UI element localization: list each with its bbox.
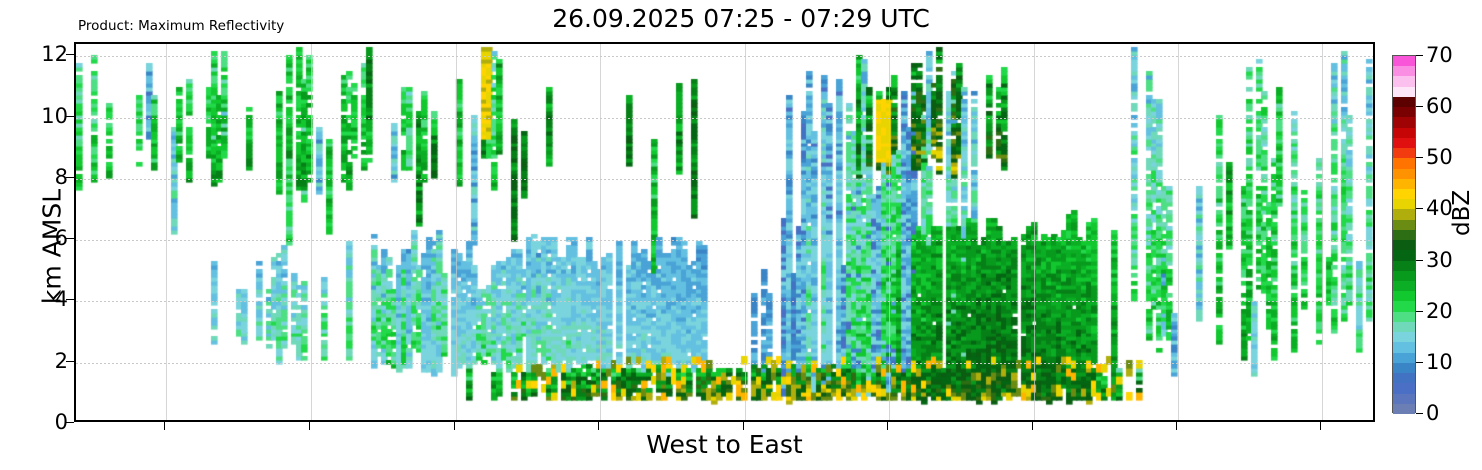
colorbar-segment xyxy=(1393,137,1415,149)
product-label: Product: Maximum Reflectivity xyxy=(78,18,285,34)
colorbar-tick-mark xyxy=(1416,106,1423,108)
colorbar-segment xyxy=(1393,127,1415,138)
x-axis-tick-mark xyxy=(742,422,744,430)
colorbar-tick-label: 60 xyxy=(1426,94,1453,119)
y-axis-tick-label: 2 xyxy=(54,348,68,373)
plot-area xyxy=(74,42,1375,422)
x-axis-tick-mark xyxy=(1320,422,1322,430)
colorbar-title: dBZ xyxy=(1449,189,1475,236)
colorbar-segment xyxy=(1393,250,1415,261)
x-axis-tick-mark xyxy=(309,422,311,430)
colorbar xyxy=(1392,55,1416,414)
y-axis-tick-mark xyxy=(66,422,74,423)
colorbar-segment xyxy=(1393,362,1415,374)
colorbar-segment xyxy=(1393,199,1415,210)
y-axis-tick-mark xyxy=(66,299,74,301)
colorbar-segment xyxy=(1393,66,1415,77)
colorbar-segment xyxy=(1393,148,1415,159)
colorbar-tick-label: 50 xyxy=(1426,145,1453,170)
colorbar-segment xyxy=(1393,117,1415,128)
colorbar-segment xyxy=(1393,352,1415,363)
colorbar-segment xyxy=(1393,291,1415,302)
colorbar-segment xyxy=(1393,301,1415,312)
colorbar-segment xyxy=(1393,311,1415,322)
y-axis-tick-mark xyxy=(66,360,74,362)
colorbar-segment xyxy=(1393,107,1415,118)
colorbar-tick-mark xyxy=(1416,157,1423,159)
colorbar-segment xyxy=(1393,178,1415,189)
colorbar-segment xyxy=(1393,219,1415,230)
colorbar-tick-mark xyxy=(1416,413,1423,414)
colorbar-segment xyxy=(1393,321,1415,333)
y-axis-tick-mark xyxy=(66,115,74,117)
colorbar-tick-label: 20 xyxy=(1426,298,1453,323)
x-axis-tick-mark xyxy=(1031,422,1033,430)
colorbar-tick-label: 40 xyxy=(1426,196,1453,221)
x-axis-tick-mark xyxy=(598,422,600,430)
colorbar-segment xyxy=(1393,281,1415,292)
colorbar-tick-label: 70 xyxy=(1426,43,1453,67)
colorbar-tick-mark xyxy=(1416,361,1423,363)
colorbar-segment xyxy=(1393,188,1415,200)
colorbar-tick-label: 30 xyxy=(1426,247,1453,272)
colorbar-tick-label: 10 xyxy=(1426,349,1453,374)
colorbar-tick-mark xyxy=(1416,259,1423,261)
colorbar-segment xyxy=(1393,383,1415,394)
colorbar-segment xyxy=(1393,240,1415,251)
colorbar-segment xyxy=(1393,393,1415,404)
colorbar-segment xyxy=(1393,229,1415,241)
y-axis-tick-label: 8 xyxy=(54,164,68,189)
y-axis-tick-label: 0 xyxy=(54,410,68,434)
colorbar-tick-mark xyxy=(1416,55,1423,56)
colorbar-segment xyxy=(1393,342,1415,353)
colorbar-segment xyxy=(1393,168,1415,179)
y-axis-tick-label: 10 xyxy=(41,103,68,128)
colorbar-tick-mark xyxy=(1416,310,1423,312)
colorbar-segment xyxy=(1393,270,1415,282)
colorbar-segment xyxy=(1393,373,1415,384)
colorbar-segment xyxy=(1393,86,1415,97)
y-axis-tick-mark xyxy=(66,54,74,56)
y-axis-tick-label: 4 xyxy=(54,287,68,312)
colorbar-tick-mark xyxy=(1416,208,1423,210)
x-axis-tick-mark xyxy=(163,422,165,430)
colorbar-tick-label: 0 xyxy=(1426,401,1440,425)
x-axis-tick-mark xyxy=(887,422,889,430)
colorbar-segment xyxy=(1393,96,1415,108)
colorbar-gradient xyxy=(1392,55,1416,414)
y-axis-tick-label: 6 xyxy=(54,226,68,251)
colorbar-segment xyxy=(1393,403,1415,414)
figure-title: 26.09.2025 07:25 - 07:29 UTC xyxy=(552,4,930,33)
x-axis-tick-mark xyxy=(453,422,455,430)
y-axis-tick-label: 12 xyxy=(41,42,68,67)
x-axis-title: West to East xyxy=(646,430,803,459)
y-axis-tick-mark xyxy=(66,238,74,240)
colorbar-segment xyxy=(1393,260,1415,271)
colorbar-segment xyxy=(1393,332,1415,343)
reflectivity-heatmap-canvas xyxy=(76,44,1373,420)
colorbar-segment xyxy=(1393,209,1415,220)
colorbar-segment xyxy=(1393,158,1415,169)
x-axis-tick-mark xyxy=(1175,422,1177,430)
colorbar-segment xyxy=(1393,56,1415,67)
y-axis-tick-mark xyxy=(66,176,74,178)
colorbar-segment xyxy=(1393,76,1415,87)
